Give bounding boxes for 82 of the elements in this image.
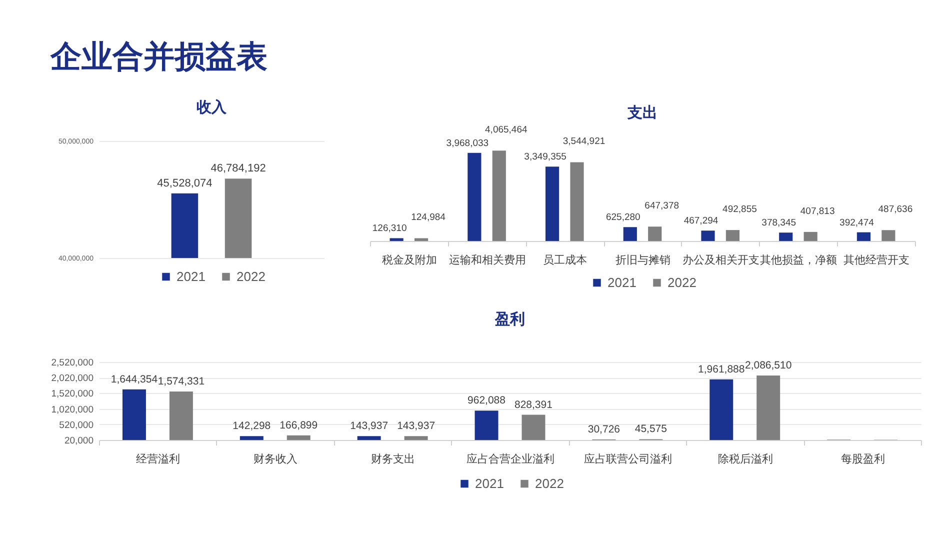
x-tick-label: 除税后溢利 — [718, 452, 773, 466]
bar — [169, 392, 193, 440]
x-tick-label: 每股盈利 — [840, 452, 885, 466]
data-label: 962,088 — [468, 394, 506, 407]
chart-title: 支出 — [626, 104, 658, 122]
bar — [570, 162, 584, 241]
x-tick-label: 税金及附加 — [382, 254, 437, 266]
data-label: 392,474 — [840, 217, 874, 228]
bar — [856, 232, 871, 241]
y-tick-label: 20,000 — [64, 436, 94, 446]
bar — [756, 376, 780, 440]
bar — [648, 226, 662, 241]
data-label: 45,528,074 — [157, 177, 212, 190]
chart-title: 盈利 — [494, 311, 525, 328]
bar — [623, 227, 637, 241]
x-tick-label: 应占联营公司溢利 — [584, 452, 672, 466]
x-tick-label: 应占合营企业溢利 — [466, 452, 554, 466]
y-tick-label: 2,520,000 — [51, 358, 94, 368]
data-label: 647,378 — [644, 200, 680, 212]
data-label: 126,310 — [372, 223, 407, 234]
data-label: 124,984 — [411, 212, 446, 224]
data-label: 1,574,331 — [158, 376, 205, 388]
bar — [804, 232, 818, 241]
bar — [882, 230, 896, 241]
bar — [545, 166, 560, 241]
data-label: 625,280 — [606, 212, 640, 224]
data-label: 143,937 — [397, 420, 436, 432]
data-label: 407,813 — [800, 206, 835, 217]
data-label: 3,349,355 — [524, 152, 566, 163]
data-label: 45,575 — [634, 423, 668, 436]
bar — [701, 230, 715, 241]
x-tick-label: 经营溢利 — [136, 452, 180, 466]
data-label: 4,065,464 — [485, 124, 528, 136]
bar — [390, 238, 404, 241]
bar — [414, 238, 428, 241]
data-label: 46,784,192 — [210, 162, 266, 175]
data-label: 492,855 — [722, 204, 757, 216]
y-tick-label: 1,520,000 — [51, 388, 94, 400]
legend-label: 2021 — [176, 268, 206, 284]
bar — [710, 379, 734, 440]
bar — [240, 436, 264, 440]
bar — [474, 410, 498, 440]
data-label: 2,086,510 — [744, 360, 792, 372]
bar — [726, 230, 740, 241]
legend-label: 2021 — [608, 274, 636, 290]
data-label: 3,968,033 — [446, 138, 489, 149]
legend-label: 2022 — [535, 476, 564, 491]
legend-label: 2021 — [475, 476, 504, 491]
data-label: 30,726 — [588, 424, 620, 436]
data-label: 143,937 — [350, 420, 388, 432]
data-label: 142,298 — [232, 420, 271, 432]
y-tick-label: 520,000 — [59, 420, 94, 431]
data-label: 487,636 — [878, 204, 913, 216]
chart-title: 收入 — [196, 99, 228, 116]
legend-label: 2022 — [236, 268, 266, 284]
data-label: 166,899 — [280, 419, 318, 432]
x-tick-label: 财务支出 — [371, 452, 416, 466]
data-label: 378,345 — [762, 218, 796, 229]
x-tick-label: 其他经营开支 — [844, 254, 910, 266]
bar — [122, 389, 146, 440]
text: 企业合并损益表 — [50, 39, 268, 74]
x-tick-label: 员工成本 — [543, 254, 588, 266]
x-tick-label: 财务收入 — [254, 452, 298, 466]
bar — [286, 435, 310, 440]
data-label: 467,294 — [684, 216, 718, 227]
data-label: 1,961,888 — [698, 363, 745, 376]
bar — [404, 436, 428, 440]
bar — [779, 232, 793, 241]
y-tick-label: 2,020,000 — [51, 373, 94, 384]
bar — [522, 414, 546, 440]
x-tick-label: 折旧与摊销 — [616, 254, 670, 266]
bar — [357, 436, 381, 440]
data-label: 828,391 — [514, 398, 553, 411]
data-label: 3,544,921 — [562, 136, 606, 148]
legend-label: 2022 — [668, 274, 696, 290]
bar — [468, 152, 482, 241]
x-tick-label: 运输和相关费用 — [448, 254, 526, 266]
x-tick-label: 办公及相关开支 — [682, 254, 760, 266]
bar — [492, 150, 506, 241]
x-tick-label: 其他损益，净额 — [760, 254, 838, 266]
data-label: 1,644,354 — [110, 373, 158, 386]
y-tick-label: 1,020,000 — [51, 404, 94, 416]
